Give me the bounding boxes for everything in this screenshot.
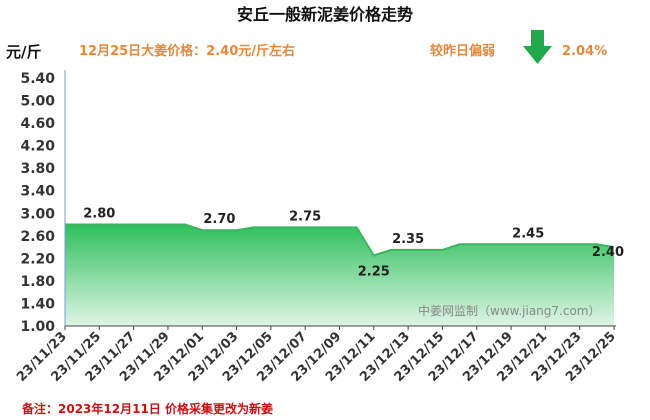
data-label: 2.25 bbox=[358, 265, 390, 280]
y-tick-label: 3.40 bbox=[20, 184, 55, 200]
data-label: 2.45 bbox=[512, 226, 544, 241]
y-tick-label: 3.80 bbox=[20, 161, 55, 177]
chart-title: 安丘一般新泥姜价格走势 bbox=[237, 5, 413, 24]
y-tick-label: 5.40 bbox=[20, 71, 55, 87]
y-tick-label: 1.40 bbox=[20, 296, 55, 312]
data-label: 2.35 bbox=[392, 232, 424, 247]
data-label: 2.80 bbox=[83, 207, 115, 222]
price-line bbox=[65, 223, 615, 257]
y-tick-label: 3.00 bbox=[20, 206, 55, 222]
data-label: 2.40 bbox=[592, 245, 624, 260]
data-label: 2.70 bbox=[203, 212, 235, 227]
data-label: 2.75 bbox=[289, 209, 321, 224]
y-tick-label: 1.00 bbox=[20, 319, 55, 335]
y-tick-label: 1.80 bbox=[20, 274, 55, 290]
footer-note: 备注：2023年12月11日 价格采集更改为新姜 bbox=[21, 401, 273, 416]
change-label: 较昨日偏弱 bbox=[430, 43, 495, 59]
y-tick-label: 4.20 bbox=[20, 139, 55, 155]
down-arrow-icon bbox=[523, 30, 552, 64]
price-area bbox=[65, 224, 614, 326]
y-tick-label: 2.60 bbox=[20, 229, 55, 245]
change-value: 2.04% bbox=[562, 44, 607, 59]
watermark: 中姜网监制（www.jiang7.com） bbox=[418, 303, 600, 318]
plot-area: 1.00 1.40 1.80 2.20 2.60 3.00 3.40 3.80 4.20 4.60… bbox=[14, 70, 624, 385]
price-note: 12月25日大姜价格：2.40元/斤左右 bbox=[79, 43, 295, 59]
y-tick-label: 4.60 bbox=[20, 116, 55, 132]
unit-label: 元/斤 bbox=[6, 43, 41, 61]
y-tick-label: 2.20 bbox=[20, 251, 55, 267]
y-tick-label: 5.00 bbox=[20, 94, 55, 110]
